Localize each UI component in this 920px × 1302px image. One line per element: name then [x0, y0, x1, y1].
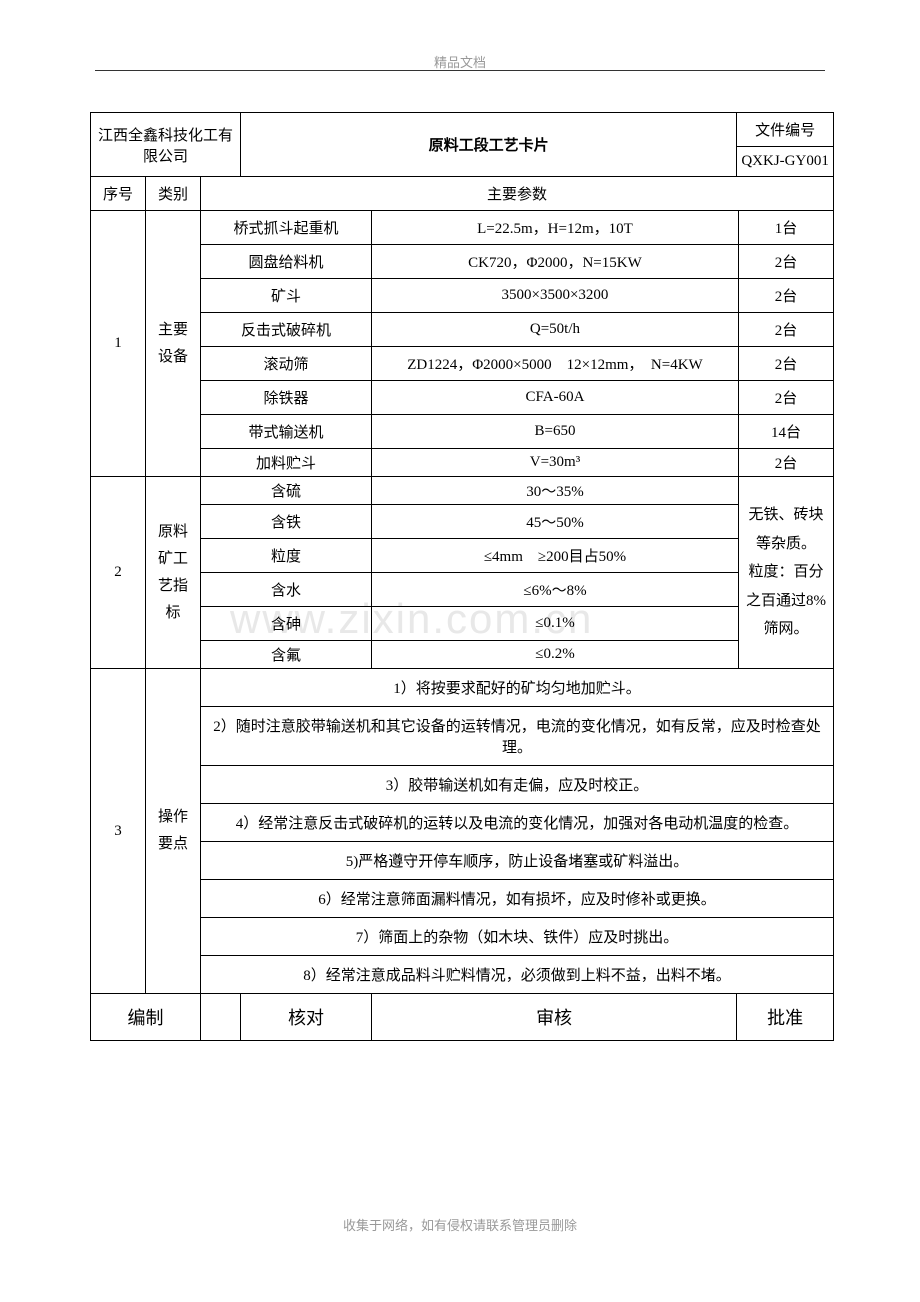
- file-no-label: 文件编号: [737, 113, 834, 147]
- equip-name: 圆盘给料机: [201, 245, 372, 279]
- sec2-seq: 2: [91, 477, 146, 669]
- spec-name: 含铁: [201, 505, 372, 539]
- equip-spec: ZD1224，Φ2000×5000 12×12mm， N=4KW: [371, 347, 738, 381]
- equip-spec: V=30m³: [371, 449, 738, 477]
- equip-spec: CFA-60A: [371, 381, 738, 415]
- equip-qty: 2台: [739, 449, 834, 477]
- col-seq: 序号: [91, 177, 146, 211]
- equip-qty: 14台: [739, 415, 834, 449]
- spec-name: 含硫: [201, 477, 372, 505]
- sec2-category: 原料矿工艺指标: [146, 477, 201, 669]
- equip-qty: 2台: [739, 313, 834, 347]
- spec-value: ≤4mm ≥200目占50%: [371, 539, 738, 573]
- spec-name: 含氟: [201, 641, 372, 669]
- spec-value: 45～50%: [371, 505, 738, 539]
- equip-spec: 3500×3500×3200: [371, 279, 738, 313]
- file-no-value: QXKJ-GY001: [737, 147, 834, 177]
- op-item: 2）随时注意胶带输送机和其它设备的运转情况，电流的变化情况，如有反常，应及时检查…: [201, 707, 834, 766]
- header-rule: [95, 70, 825, 71]
- equip-name: 加料贮斗: [201, 449, 372, 477]
- equip-name: 矿斗: [201, 279, 372, 313]
- equip-name: 除铁器: [201, 381, 372, 415]
- spec-value: 30～35%: [371, 477, 738, 505]
- op-item: 7）筛面上的杂物（如木块、铁件）应及时挑出。: [201, 918, 834, 956]
- equip-qty: 2台: [739, 245, 834, 279]
- footer-review: 审核: [371, 994, 736, 1041]
- col-params: 主要参数: [201, 177, 834, 211]
- sec1-seq: 1: [91, 211, 146, 477]
- spec-name: 含水: [201, 573, 372, 607]
- equip-qty: 1台: [739, 211, 834, 245]
- op-item: 4）经常注意反击式破碎机的运转以及电流的变化情况，加强对各电动机温度的检查。: [201, 804, 834, 842]
- equip-name: 带式输送机: [201, 415, 372, 449]
- equip-name: 滚动筛: [201, 347, 372, 381]
- page-header: 精品文档: [0, 52, 920, 71]
- equip-spec: L=22.5m，H=12m，10T: [371, 211, 738, 245]
- page-footer: 收集于网络，如有侵权请联系管理员删除: [0, 1215, 920, 1234]
- op-item: 5)严格遵守开停车顺序，防止设备堵塞或矿料溢出。: [201, 842, 834, 880]
- op-item: 1）将按要求配好的矿均匀地加贮斗。: [201, 669, 834, 707]
- equip-name: 反击式破碎机: [201, 313, 372, 347]
- doc-title: 原料工段工艺卡片: [241, 113, 737, 177]
- spec-value: ≤0.2%: [371, 641, 738, 669]
- footer-approve: 批准: [737, 994, 834, 1041]
- footer-check: 核对: [241, 994, 372, 1041]
- sec2-note: 无铁、砖块等杂质。粒度：百分之百通过8%筛网。: [739, 477, 834, 669]
- equip-qty: 2台: [739, 279, 834, 313]
- op-item: 6）经常注意筛面漏料情况，如有损坏，应及时修补或更换。: [201, 880, 834, 918]
- equip-spec: Q=50t/h: [371, 313, 738, 347]
- spec-value: ≤6%～8%: [371, 573, 738, 607]
- process-card-table: 江西全鑫科技化工有限公司 原料工段工艺卡片 文件编号 QXKJ-GY001 序号…: [90, 112, 834, 1041]
- sec1-category: 主要设备: [146, 211, 201, 477]
- equip-spec: CK720，Φ2000，N=15KW: [371, 245, 738, 279]
- equip-qty: 2台: [739, 347, 834, 381]
- col-category: 类别: [146, 177, 201, 211]
- sec3-seq: 3: [91, 669, 146, 994]
- spec-name: 含砷: [201, 607, 372, 641]
- footer-compile: 编制: [91, 994, 201, 1041]
- spec-value: ≤0.1%: [371, 607, 738, 641]
- sec3-category: 操作要点: [146, 669, 201, 994]
- op-item: 8）经常注意成品料斗贮料情况，必须做到上料不益，出料不堵。: [201, 956, 834, 994]
- footer-blank: [201, 994, 241, 1041]
- equip-name: 桥式抓斗起重机: [201, 211, 372, 245]
- company-cell: 江西全鑫科技化工有限公司: [91, 113, 241, 177]
- equip-spec: B=650: [371, 415, 738, 449]
- equip-qty: 2台: [739, 381, 834, 415]
- spec-name: 粒度: [201, 539, 372, 573]
- op-item: 3）胶带输送机如有走偏，应及时校正。: [201, 766, 834, 804]
